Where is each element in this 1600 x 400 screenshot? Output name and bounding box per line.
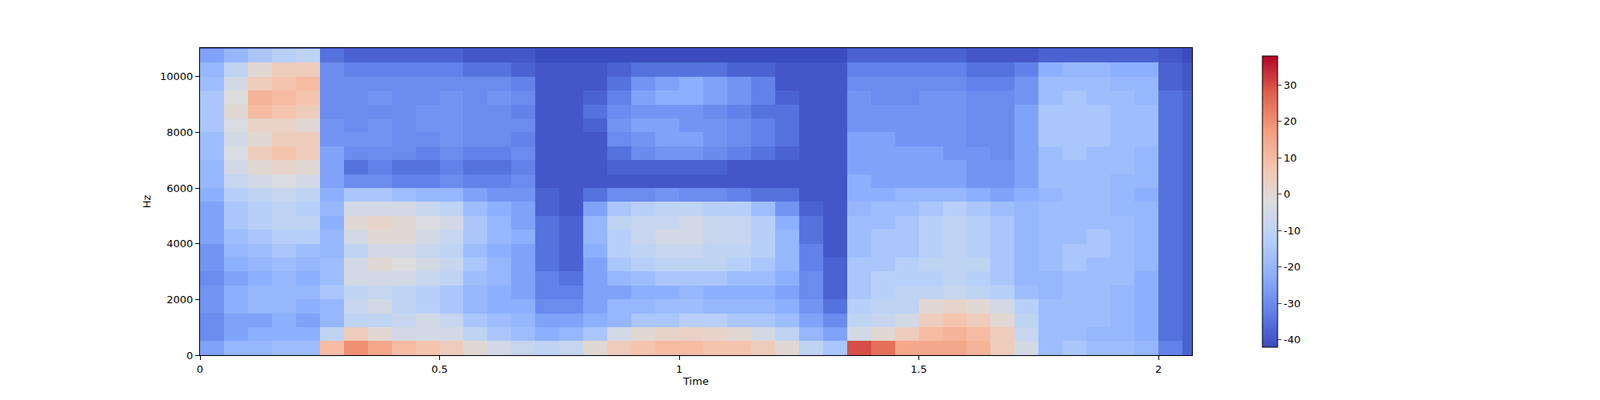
svg-text:6000: 6000 [166, 182, 193, 195]
svg-text:2000: 2000 [166, 293, 193, 306]
svg-text:10: 10 [1284, 152, 1298, 164]
svg-text:8000: 8000 [166, 126, 193, 139]
svg-text:Time: Time [682, 375, 709, 388]
svg-text:4000: 4000 [166, 237, 193, 250]
svg-text:-10: -10 [1284, 224, 1301, 237]
svg-text:-30: -30 [1284, 297, 1301, 310]
svg-text:30: 30 [1284, 79, 1298, 92]
svg-text:Hz: Hz [140, 195, 153, 209]
svg-text:20: 20 [1284, 115, 1298, 128]
svg-text:0.5: 0.5 [431, 363, 448, 376]
svg-text:1.5: 1.5 [910, 363, 928, 376]
svg-text:0: 0 [196, 363, 204, 376]
svg-text:0: 0 [186, 349, 193, 362]
svg-text:1: 1 [676, 363, 683, 376]
svg-text:10000: 10000 [160, 70, 193, 83]
svg-text:-40: -40 [1284, 333, 1301, 346]
svg-text:0: 0 [1284, 188, 1291, 200]
svg-text:-20: -20 [1284, 260, 1301, 273]
svg-text:2: 2 [1155, 363, 1162, 376]
